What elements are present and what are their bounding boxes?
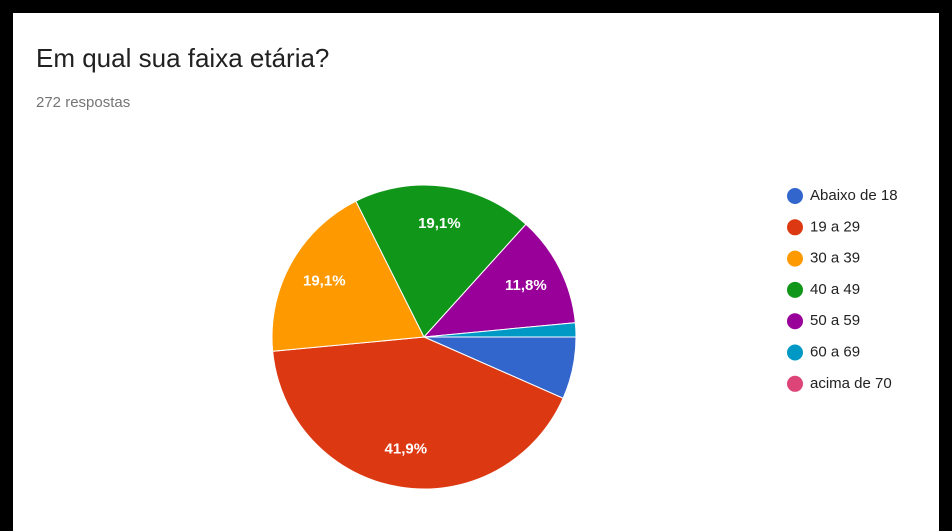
- legend-swatch: [787, 188, 803, 204]
- pie-slice: [272, 336, 564, 490]
- chart-subtitle: 272 respostas: [36, 94, 130, 111]
- slice-label: 11,8%: [505, 277, 547, 294]
- legend-swatch: [787, 375, 803, 392]
- legend-label: acima de 70: [810, 375, 892, 392]
- chart-title: Em qual sua faixa etária?: [36, 43, 329, 73]
- pie-slice: [422, 223, 576, 338]
- slice-label: 41,9%: [385, 441, 428, 458]
- legend-swatch: [787, 219, 803, 236]
- legend-label: 19 a 29: [810, 218, 860, 235]
- legend-label: 60 a 69: [810, 343, 860, 360]
- legend-swatch: [787, 250, 803, 267]
- slice-label: 19,1%: [418, 215, 461, 232]
- legend-swatch: [787, 344, 803, 361]
- pie-slice: [271, 200, 425, 352]
- legend-label: 40 a 49: [810, 281, 860, 298]
- legend-label: 30 a 39: [810, 250, 860, 267]
- slice-label: 19,1%: [303, 273, 346, 290]
- pie-slice: [355, 184, 527, 338]
- legend-swatch: [787, 313, 803, 330]
- legend-label: 50 a 59: [810, 312, 860, 329]
- legend-swatch: [787, 281, 803, 298]
- legend-label: Abaixo de 18: [810, 187, 898, 204]
